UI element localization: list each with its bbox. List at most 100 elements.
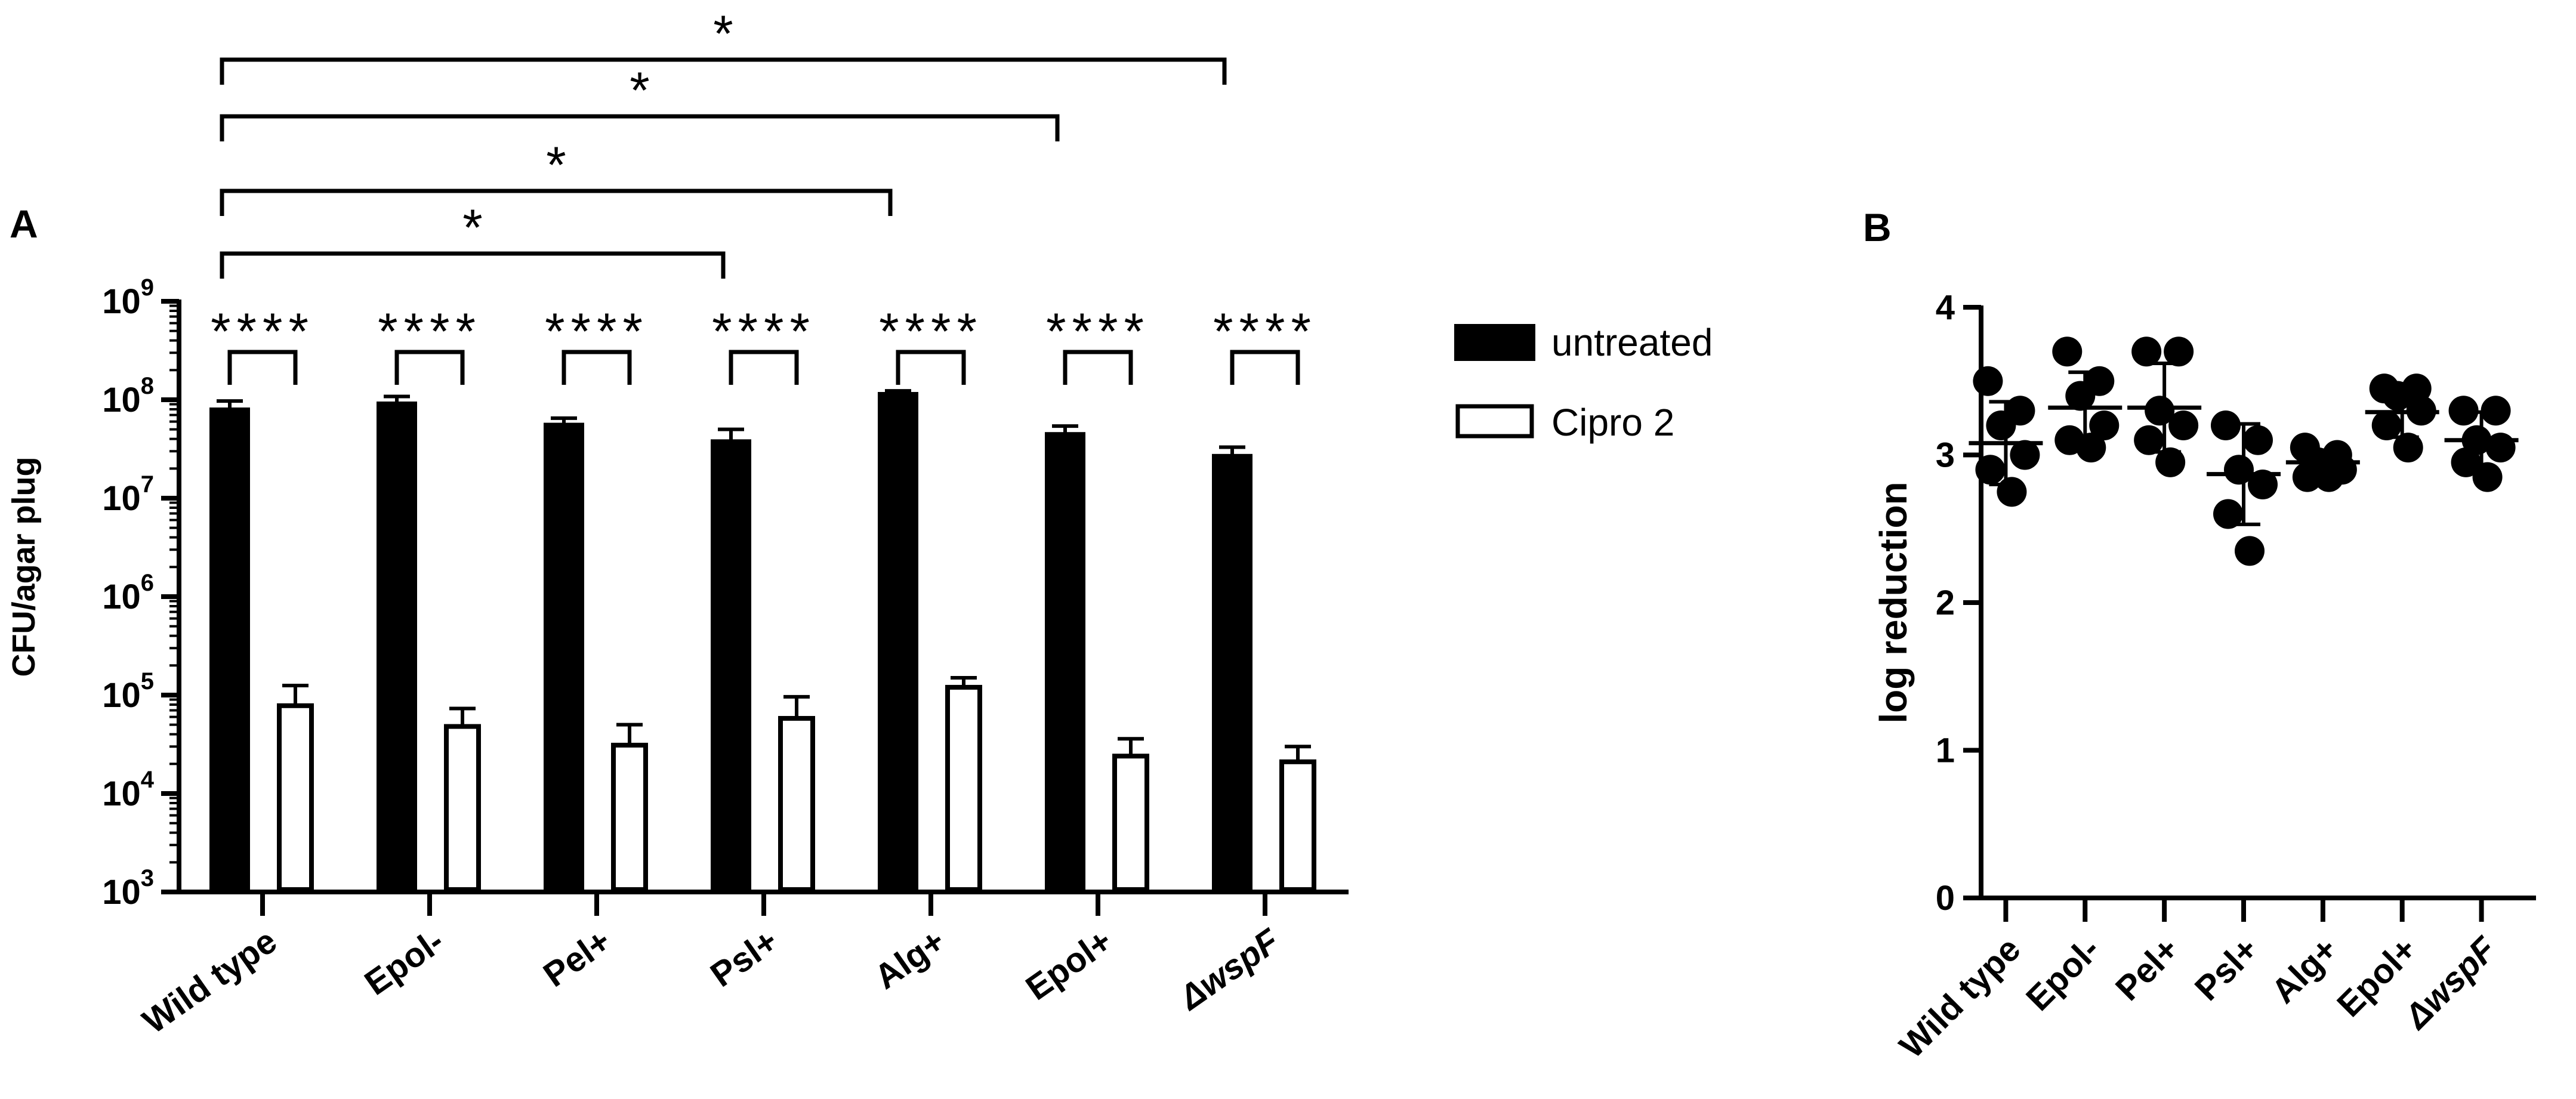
data-point-alg: [2313, 462, 2344, 492]
tick-exponent: 5: [141, 668, 154, 694]
data-point-epol: [2065, 381, 2096, 411]
pair-significance: ****: [712, 303, 816, 360]
pair-bracket: [227, 350, 298, 385]
panel-a-y-tick-label: 107: [102, 471, 154, 518]
data-point-epol: [2052, 337, 2083, 367]
bar-cipro-alg: [945, 684, 982, 892]
panel-b-y-axis-label: log reduction: [1872, 481, 1915, 723]
category-label-psl: Psl+: [704, 921, 785, 995]
legend-swatch-untreated: [1454, 324, 1535, 361]
panel-a-y-tick-label: 104: [102, 767, 155, 813]
bar-cipro-epol: [444, 724, 481, 893]
tick-exponent: 6: [141, 570, 154, 596]
bar-untreated-wspf: [1212, 453, 1252, 894]
data-point-wspf: [2485, 433, 2516, 463]
pair-bracket: [394, 350, 465, 385]
panel-a-y-tick-label: 106: [102, 570, 154, 616]
tick-base: 10: [102, 578, 141, 616]
legend-label-untreated: untreated: [1551, 321, 1713, 364]
tick-exponent: 8: [141, 373, 154, 399]
tick-base: 10: [102, 479, 141, 518]
panel-b-y-tick-label: 4: [1936, 288, 1955, 327]
panel-b-y-tick-label: 1: [1936, 731, 1955, 770]
panel-b-axes: 0 1 2 3 4: [1936, 288, 2536, 922]
legend-label-cipro: Cipro 2: [1551, 401, 1674, 444]
comparison-significance: *: [630, 62, 649, 119]
bar-untreated-epol: [1045, 432, 1085, 894]
comparison-bracket: [220, 114, 1060, 141]
tick-exponent: 3: [141, 865, 154, 891]
bar-untreated-psl: [711, 439, 751, 894]
data-point-psl: [2235, 536, 2265, 566]
comparison-significance: *: [546, 137, 566, 194]
pair-significance: ****: [1046, 303, 1150, 360]
panel-b-y-tick-label: 2: [1936, 584, 1955, 622]
panel-b-category-label-psl: Psl+: [2188, 930, 2266, 1008]
pair-significance: ****: [545, 303, 649, 360]
bar-untreated-epol: [377, 401, 417, 894]
legend-swatch-cipro: [1455, 404, 1534, 439]
pair-bracket: [896, 350, 966, 385]
data-point-wild-type: [1975, 455, 2006, 485]
data-point-wspf: [2448, 396, 2479, 426]
bar-cipro-pel: [611, 742, 648, 892]
panel-b-category-label-wspf: ΔwspF: [2396, 929, 2504, 1037]
data-point-psl: [2211, 410, 2241, 440]
data-point-wspf: [2472, 462, 2503, 492]
data-point-wild-type: [1997, 477, 2027, 507]
data-point-wild-type: [1973, 366, 2003, 396]
panel-b-points: [1969, 337, 2519, 566]
tick-exponent: 9: [141, 274, 154, 301]
panel-a-annotations: **** **** **** **** **** **** ********: [211, 5, 1317, 385]
data-point-wild-type: [2010, 440, 2040, 470]
panel-b-category-label-pel: Pel+: [2108, 930, 2186, 1008]
bar-untreated-wild-type: [209, 407, 250, 894]
category-label-epol: Epol+: [1019, 921, 1119, 1008]
data-point-pel: [2134, 425, 2164, 455]
comparison-bracket: [220, 57, 1227, 85]
panel-b-letter: B: [1863, 205, 1892, 249]
panel-a-y-tick-label: 108: [102, 373, 154, 419]
pair-significance: ****: [1213, 303, 1317, 360]
category-label-alg: Alg+: [868, 921, 952, 996]
data-point-epol: [2371, 410, 2402, 440]
bar-cipro-wspf: [1279, 759, 1316, 893]
bar-cipro-psl: [778, 716, 815, 893]
panel-b-y-tick-label: 0: [1936, 879, 1955, 918]
data-point-psl: [2248, 470, 2278, 499]
pair-significance: ****: [211, 303, 314, 360]
comparison-bracket: [220, 189, 893, 216]
pair-significance: ****: [378, 303, 482, 360]
data-point-wspf: [2451, 447, 2481, 477]
data-point-epol: [2393, 433, 2423, 463]
bar-cipro-epol: [1112, 754, 1149, 892]
pair-bracket: [1063, 350, 1133, 385]
tick-base: 10: [102, 282, 141, 321]
data-point-wspf: [2481, 396, 2511, 426]
category-label-pel: Pel+: [536, 921, 618, 995]
data-point-pel: [2131, 337, 2162, 367]
bar-untreated-pel: [544, 422, 584, 894]
panel-a-y-tick-label: 109: [102, 274, 154, 321]
category-label-epol: Epol-: [357, 921, 451, 1002]
panel-a-letter: A: [10, 202, 38, 246]
panel-b-y-tick-label: 3: [1936, 436, 1955, 475]
data-point-psl: [2213, 499, 2243, 529]
data-point-epol: [2089, 410, 2120, 440]
legend: untreated Cipro 2: [1454, 321, 1713, 444]
data-point-epol: [2382, 381, 2413, 411]
pair-bracket: [729, 350, 799, 385]
tick-base: 10: [102, 873, 141, 912]
panel-a-bars: [209, 389, 1316, 894]
panel-b-category-label-wild-type: Wild type: [1892, 930, 2028, 1066]
tick-exponent: 4: [141, 767, 155, 793]
category-label-wild-type: Wild type: [135, 921, 283, 1041]
comparison-significance: *: [713, 5, 733, 63]
data-point-psl: [2243, 425, 2273, 455]
data-point-pel: [2145, 396, 2175, 426]
data-point-epol: [2076, 433, 2106, 463]
data-point-pel: [2155, 447, 2186, 477]
